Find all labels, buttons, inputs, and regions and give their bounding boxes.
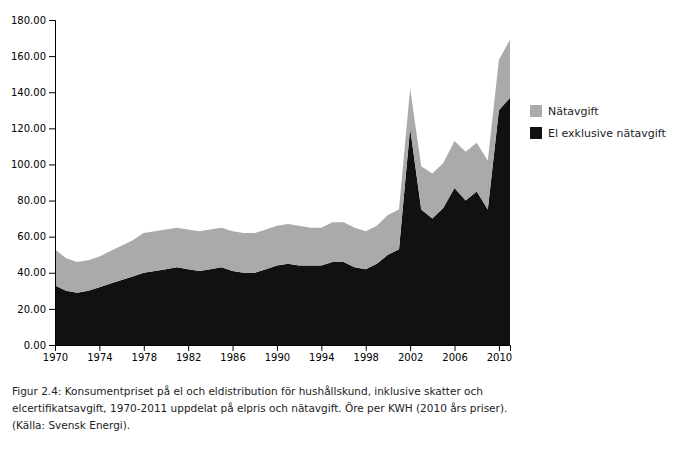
tick: 80.00 <box>17 195 55 206</box>
tick: 0.00 <box>24 340 55 351</box>
tick: 1990 <box>265 345 290 363</box>
tick-mark <box>49 164 55 165</box>
tick-label: 1986 <box>220 352 245 363</box>
legend-swatch <box>530 127 542 139</box>
tick-mark <box>49 309 55 310</box>
caption: Figur 2.4: Konsumentpriset på el och eld… <box>12 385 507 431</box>
tick: 160.00 <box>11 51 55 62</box>
tick-mark <box>233 345 234 351</box>
caption-line: (Källa: Svensk Energi). <box>12 419 130 431</box>
tick-label: 1998 <box>354 352 379 363</box>
tick: 120.00 <box>11 123 55 134</box>
tick-label: 180.00 <box>11 15 46 26</box>
tick-mark <box>321 345 322 351</box>
tick-label: 80.00 <box>17 195 46 206</box>
tick-label: 100.00 <box>11 159 46 170</box>
tick-label: 2002 <box>398 352 423 363</box>
tick: 100.00 <box>11 159 55 170</box>
tick: 2010 <box>487 345 512 363</box>
tick: 2002 <box>398 345 423 363</box>
tick-label: 1970 <box>43 352 68 363</box>
tick-mark <box>49 56 55 57</box>
tick-label: 60.00 <box>17 231 46 242</box>
tick-label: 2010 <box>487 352 512 363</box>
tick-label: 2006 <box>442 352 467 363</box>
caption-line: Figur 2.4: Konsumentpriset på el och eld… <box>12 385 483 397</box>
areas <box>55 40 510 345</box>
legend-label: Nätavgift <box>548 105 599 118</box>
tick-label: 40.00 <box>17 267 46 278</box>
tick-label: 1974 <box>87 352 112 363</box>
tick-label: 1994 <box>309 352 334 363</box>
plot: 1970 1974 1978 1982 1986 1990 1994 1998 2002 2006… <box>11 15 512 363</box>
tick-label: 0.00 <box>24 340 46 351</box>
legend-item: Nätavgift <box>530 105 599 118</box>
legend: Nätavgift El exklusive nätavgift <box>530 105 667 140</box>
caption-line: elcertifikatsavgift, 1970-2011 uppdelat … <box>12 402 507 414</box>
tick-label: 140.00 <box>11 87 46 98</box>
tick: 1974 <box>87 345 112 363</box>
tick-mark <box>49 237 55 238</box>
tick: 1982 <box>176 345 201 363</box>
tick-mark <box>499 345 500 351</box>
tick: 1998 <box>354 345 379 363</box>
tick-mark <box>410 345 411 351</box>
legend-label: El exklusive nätavgift <box>548 127 667 140</box>
area <box>55 98 510 345</box>
tick: 60.00 <box>17 231 55 242</box>
tick: 2006 <box>442 345 467 363</box>
tick-label: 1978 <box>132 352 157 363</box>
tick-label: 1990 <box>265 352 290 363</box>
legend-swatch <box>530 105 542 117</box>
axis-line <box>49 21 56 346</box>
tick-mark <box>49 201 55 202</box>
tick: 140.00 <box>11 87 55 98</box>
tick-mark <box>277 345 278 351</box>
tick-mark <box>366 345 367 351</box>
tick-label: 20.00 <box>17 304 46 315</box>
tick-mark <box>144 345 145 351</box>
tick: 40.00 <box>17 267 55 278</box>
tick: 1970 <box>43 345 68 363</box>
tick: 1986 <box>220 345 245 363</box>
tick-mark <box>49 128 55 129</box>
x-axis: 1970 1974 1978 1982 1986 1990 1994 1998 2002 2006… <box>43 345 512 363</box>
tick: 1978 <box>132 345 157 363</box>
tick-mark <box>49 345 55 346</box>
tick: 180.00 <box>11 15 55 26</box>
tick-mark <box>49 273 55 274</box>
legend-item: El exklusive nätavgift <box>530 127 667 140</box>
chart: 1970 1974 1978 1982 1986 1990 1994 1998 2002 2006… <box>0 0 700 461</box>
tick: 20.00 <box>17 304 55 315</box>
tick-label: 1982 <box>176 352 201 363</box>
tick-mark <box>49 20 55 21</box>
tick-label: 160.00 <box>11 51 46 62</box>
tick-mark <box>188 345 189 351</box>
tick-mark <box>99 345 100 351</box>
tick-mark <box>49 92 55 93</box>
tick-label: 120.00 <box>11 123 46 134</box>
tick-mark <box>455 345 456 351</box>
axis-line <box>56 346 511 352</box>
y-axis: 0.00 20.00 40.00 60.00 80.00 100.00 120.00 140.… <box>11 15 56 351</box>
tick: 1994 <box>309 345 334 363</box>
area <box>55 40 510 293</box>
